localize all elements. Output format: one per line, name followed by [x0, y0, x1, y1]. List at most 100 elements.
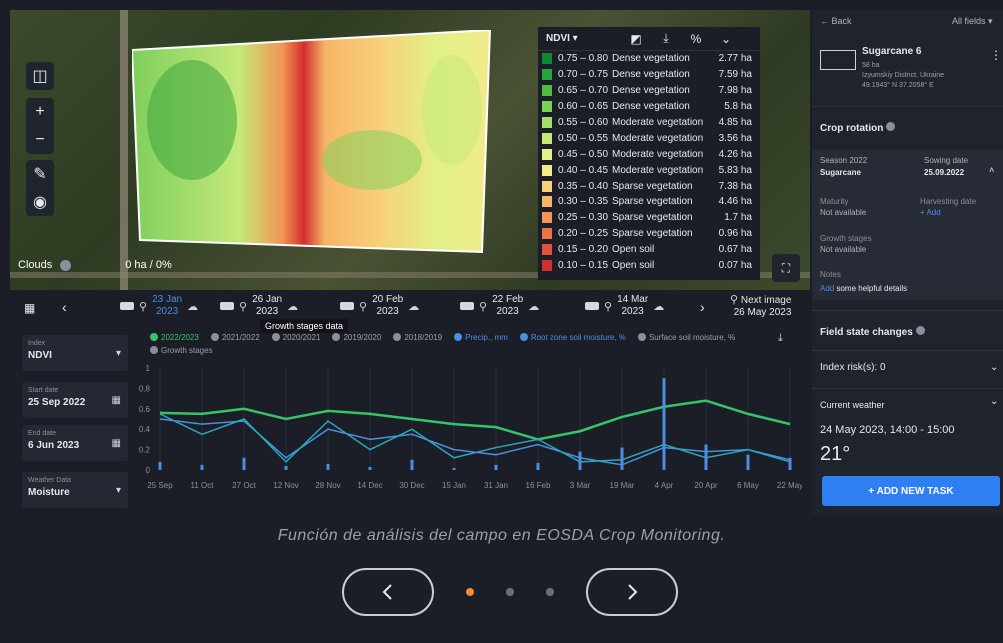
end-date-filter[interactable]: End date 6 Jun 2023 ▦: [22, 425, 128, 461]
locate-icon[interactable]: ◉: [33, 194, 47, 211]
legend-row: 0.10 – 0.15 Open soil 0.07 ha: [538, 258, 760, 274]
index-select-value: NDVI: [546, 33, 570, 44]
histogram-icon[interactable]: ◩: [630, 31, 642, 46]
index-select[interactable]: NDVI ▾: [546, 33, 578, 44]
legend-swatch: [542, 53, 552, 65]
add-notes-link[interactable]: Add: [820, 284, 835, 293]
legend-label: 2020/2021: [282, 333, 321, 342]
legend-class: Moderate vegetation: [612, 148, 704, 160]
chart-legend-item[interactable]: 2018/2019: [393, 331, 442, 344]
chart-legend-item[interactable]: 2021/2022: [210, 331, 260, 344]
carousel-dot[interactable]: [466, 588, 474, 596]
chevron-right-icon[interactable]: ›: [700, 299, 705, 315]
chevron-down-icon[interactable]: ⌄: [990, 396, 999, 407]
ndvi-legend: NDVI ▾ ◩ ⤓ % ⌄ 0.75 – 0.80 Dense vegetati…: [538, 27, 760, 280]
legend-swatch: [542, 132, 552, 144]
timeline-year: 2023: [376, 306, 399, 317]
precipitation-bar: [578, 451, 582, 470]
layers-control[interactable]: ◫: [26, 62, 54, 90]
legend-area: 3.56 ha: [718, 132, 752, 144]
chart-legend-item[interactable]: Surface soil moisture, %: [637, 331, 735, 344]
info-icon[interactable]: [886, 122, 896, 131]
chart-legend-item[interactable]: 2019/2020: [332, 331, 381, 344]
ndvi-chart[interactable]: 1 0.8 0.6 0.4 0.2 0 25 Sep 11 Oct 27 Oct 12 Nov 28…: [135, 330, 802, 515]
chart-legend-item[interactable]: Root zone soil moisture, %: [519, 331, 626, 344]
timeline-item[interactable]: ⚲ 26 Jan 2023 ☁: [220, 294, 298, 318]
y-tick-label: 0: [146, 466, 151, 475]
zoom-out-icon[interactable]: −: [35, 131, 45, 148]
x-tick-label: 19 Mar: [610, 481, 635, 490]
start-date-filter[interactable]: Start date 25 Sep 2022 ▦: [22, 382, 128, 418]
back-link[interactable]: ← Back: [820, 16, 852, 26]
timeline-item[interactable]: ⚲ 14 Mar 2023 ☁: [585, 294, 664, 318]
chart-legend-item[interactable]: Growth stages: [150, 344, 213, 357]
legend-row: 0.35 – 0.40 Sparse vegetation 7.38 ha: [538, 178, 760, 194]
info-icon[interactable]: [60, 259, 72, 271]
legend-area: 0.67 ha: [718, 244, 752, 256]
add-harvest-date-link[interactable]: + Add: [920, 208, 941, 217]
precipitation-bar: [410, 459, 414, 470]
next-image[interactable]: ⚲ Next image 26 May 2023: [730, 294, 791, 319]
field-state-title[interactable]: Field state changes: [820, 326, 925, 338]
x-tick-label: 28 Nov: [315, 481, 340, 490]
weather-data-filter[interactable]: Weather Data Moisture ▾: [22, 472, 128, 508]
fullscreen-icon[interactable]: ⛶: [772, 254, 800, 282]
legend-range: 0.30 – 0.35: [558, 196, 609, 208]
download-icon[interactable]: ⤓: [778, 332, 783, 344]
legend-row: 0.50 – 0.55 Moderate vegetation 3.56 ha: [538, 130, 760, 146]
legend-area: 7.38 ha: [718, 180, 752, 192]
notes-hint: some helpful details: [834, 284, 908, 293]
precipitation-bar: [704, 444, 708, 470]
chart-legend-item[interactable]: 2020/2021: [271, 331, 321, 344]
chevron-left-icon[interactable]: ‹: [62, 299, 67, 315]
legend-class: Dense vegetation: [612, 101, 690, 113]
chevron-down-icon[interactable]: ⌄: [990, 362, 999, 373]
timeline-item[interactable]: ⚲ 22 Feb 2023 ☁: [460, 294, 539, 318]
precipitation-bar: [242, 457, 246, 470]
more-icon[interactable]: ⋮: [990, 48, 1002, 62]
chart-legend-item[interactable]: Precip., mm: [454, 331, 508, 344]
map-view[interactable]: ◫ + − ✎ ◉ Clouds 0 ha / 0% ⛶ NDVI ▾ ◩ ⤓ …: [10, 10, 810, 290]
timeline-day: 14 Mar: [617, 294, 649, 305]
carousel-dot[interactable]: [506, 588, 514, 596]
zoom-in-icon[interactable]: +: [35, 103, 45, 120]
chevron-down-icon[interactable]: ⌄: [720, 31, 732, 46]
calendar-icon[interactable]: ▦: [24, 301, 36, 315]
timeline-item[interactable]: ⚲ 20 Feb 2023 ☁: [340, 294, 419, 318]
index-filter[interactable]: Index NDVI ▾: [22, 335, 128, 371]
legend-row: 0.60 – 0.65 Dense vegetation 5.8 ha: [538, 99, 760, 115]
percent-icon[interactable]: %: [690, 31, 702, 46]
ndvi-field-overlay[interactable]: [132, 30, 492, 255]
timeline-item[interactable]: ⚲ 23 Jan 2023 ☁: [120, 294, 198, 318]
legend-class: Sparse vegetation: [612, 196, 693, 208]
all-fields-dropdown[interactable]: All fields ▾: [952, 16, 993, 26]
legend-swatch: [542, 85, 552, 97]
image-chip: [120, 302, 134, 310]
download-icon[interactable]: ⤓: [663, 31, 669, 45]
legend-row: 0.45 – 0.50 Moderate vegetation 4.26 ha: [538, 146, 760, 162]
legend-range: 0.15 – 0.20: [558, 244, 609, 256]
layers-icon[interactable]: ◫: [32, 68, 48, 85]
chevron-up-icon[interactable]: ˄: [989, 165, 995, 175]
x-tick-label: 12 Nov: [273, 481, 298, 490]
index-risk[interactable]: Index risk(s): 0: [820, 362, 886, 373]
carousel-dot[interactable]: [546, 588, 554, 596]
next-button[interactable]: [586, 568, 678, 616]
image-chip: [460, 302, 474, 310]
legend-row: 0.70 – 0.75 Dense vegetation 7.59 ha: [538, 67, 760, 83]
sowing-label: Sowing date: [924, 156, 969, 165]
ruler-icon[interactable]: ✎: [33, 166, 47, 183]
info-icon[interactable]: [915, 326, 925, 335]
clouds-indicator: Clouds 0 ha / 0%: [18, 259, 172, 271]
caption: Función de análisis del campo en EOSDA C…: [277, 527, 726, 544]
legend-dot: [210, 333, 219, 341]
legend-row: 0.65 – 0.70 Dense vegetation 7.98 ha: [538, 83, 760, 99]
chart-legend-item[interactable]: 2022/2023: [150, 331, 199, 344]
legend-label: Root zone soil moisture, %: [530, 333, 626, 342]
previous-button[interactable]: [342, 568, 434, 616]
satellite-icon: ⚲: [239, 300, 248, 313]
legend-rows: 0.75 – 0.80 Dense vegetation 2.77 ha 0.70 –…: [538, 51, 760, 273]
legend-row: 0.55 – 0.60 Moderate vegetation 4.85 ha: [538, 115, 760, 131]
legend-area: 5.83 ha: [718, 164, 752, 176]
add-new-task-button[interactable]: + ADD NEW TASK: [822, 476, 1000, 506]
